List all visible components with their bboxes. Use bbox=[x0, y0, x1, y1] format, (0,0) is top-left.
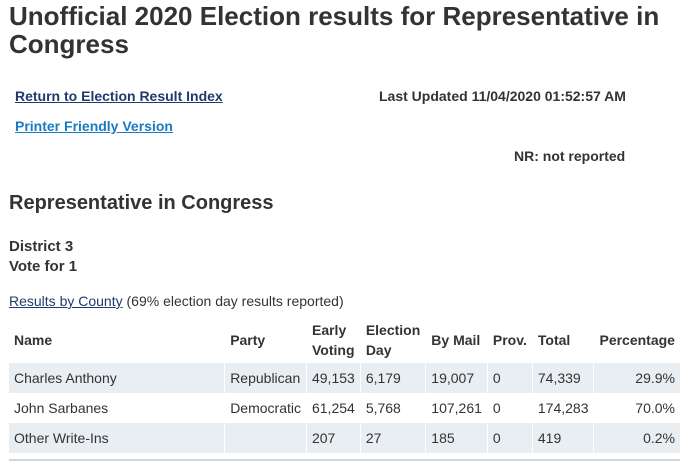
header-by-mail: By Mail bbox=[425, 317, 488, 363]
last-updated-text: Last Updated 11/04/2020 01:52:57 AM bbox=[379, 88, 626, 104]
district-label: District 3 bbox=[9, 238, 74, 255]
cell-party bbox=[224, 423, 307, 453]
cell-mail: 107,261 bbox=[425, 393, 488, 423]
cell-party: Democratic bbox=[224, 393, 307, 423]
cell-name: Other Write-Ins bbox=[9, 423, 225, 453]
header-total: Total bbox=[531, 317, 594, 363]
cell-total: 419 bbox=[531, 423, 594, 453]
cell-percentage: 29.9% bbox=[593, 363, 680, 393]
cell-prov: 0 bbox=[486, 423, 533, 453]
header-election-day: Election Day bbox=[359, 317, 426, 363]
results-table: Name Party Early Voting Election Day By Ma… bbox=[9, 317, 680, 453]
cell-early: 61,254 bbox=[305, 393, 361, 423]
cell-eday: 27 bbox=[359, 423, 426, 453]
vote-for-label: Vote for 1 bbox=[9, 258, 78, 275]
header-early-voting: Early Voting bbox=[305, 317, 361, 363]
bottom-divider bbox=[9, 459, 680, 461]
district-info: District 3 Vote for 1 bbox=[9, 237, 77, 277]
cell-percentage: 0.2% bbox=[593, 423, 680, 453]
page-title: Unofficial 2020 Election results for Rep… bbox=[9, 1, 660, 59]
header-provisional: Prov. bbox=[486, 317, 533, 363]
results-reported-note: (69% election day results reported) bbox=[126, 293, 344, 309]
results-by-county-line: Results by County (69% election day resu… bbox=[9, 293, 344, 309]
cell-early: 207 bbox=[305, 423, 361, 453]
table-row: John Sarbanes Democratic 61,254 5,768 10… bbox=[9, 393, 680, 423]
cell-eday: 5,768 bbox=[359, 393, 426, 423]
table-row: Other Write-Ins 207 27 185 0 419 0.2% bbox=[9, 423, 680, 453]
cell-total: 74,339 bbox=[531, 363, 594, 393]
cell-prov: 0 bbox=[486, 363, 533, 393]
cell-prov: 0 bbox=[486, 393, 533, 423]
header-early-line2: Voting bbox=[311, 342, 355, 358]
header-party: Party bbox=[224, 317, 307, 363]
cell-eday: 6,179 bbox=[359, 363, 426, 393]
cell-name: John Sarbanes bbox=[9, 393, 225, 423]
header-early-line1: Early bbox=[311, 322, 347, 338]
nr-legend: NR: not reported bbox=[514, 148, 626, 164]
cell-early: 49,153 bbox=[305, 363, 361, 393]
header-name: Name bbox=[14, 332, 53, 348]
header-eday-line1: Election bbox=[365, 322, 421, 338]
cell-mail: 19,007 bbox=[425, 363, 488, 393]
section-heading: Representative in Congress bbox=[9, 192, 274, 214]
cell-name: Charles Anthony bbox=[9, 363, 225, 393]
table-header-row: Name Party Early Voting Election Day By Ma… bbox=[9, 317, 680, 363]
cell-total: 174,283 bbox=[531, 393, 594, 423]
results-by-county-link[interactable]: Results by County bbox=[9, 293, 123, 309]
header-percentage: Percentage bbox=[593, 317, 680, 363]
printer-friendly-link[interactable]: Printer Friendly Version bbox=[15, 118, 173, 134]
election-index-link[interactable]: Return to Election Result Index bbox=[15, 88, 223, 104]
header-eday-line2: Day bbox=[365, 342, 392, 358]
cell-party: Republican bbox=[224, 363, 307, 393]
table-row: Charles Anthony Republican 49,153 6,179 … bbox=[9, 363, 680, 393]
cell-mail: 185 bbox=[425, 423, 488, 453]
cell-percentage: 70.0% bbox=[593, 393, 680, 423]
